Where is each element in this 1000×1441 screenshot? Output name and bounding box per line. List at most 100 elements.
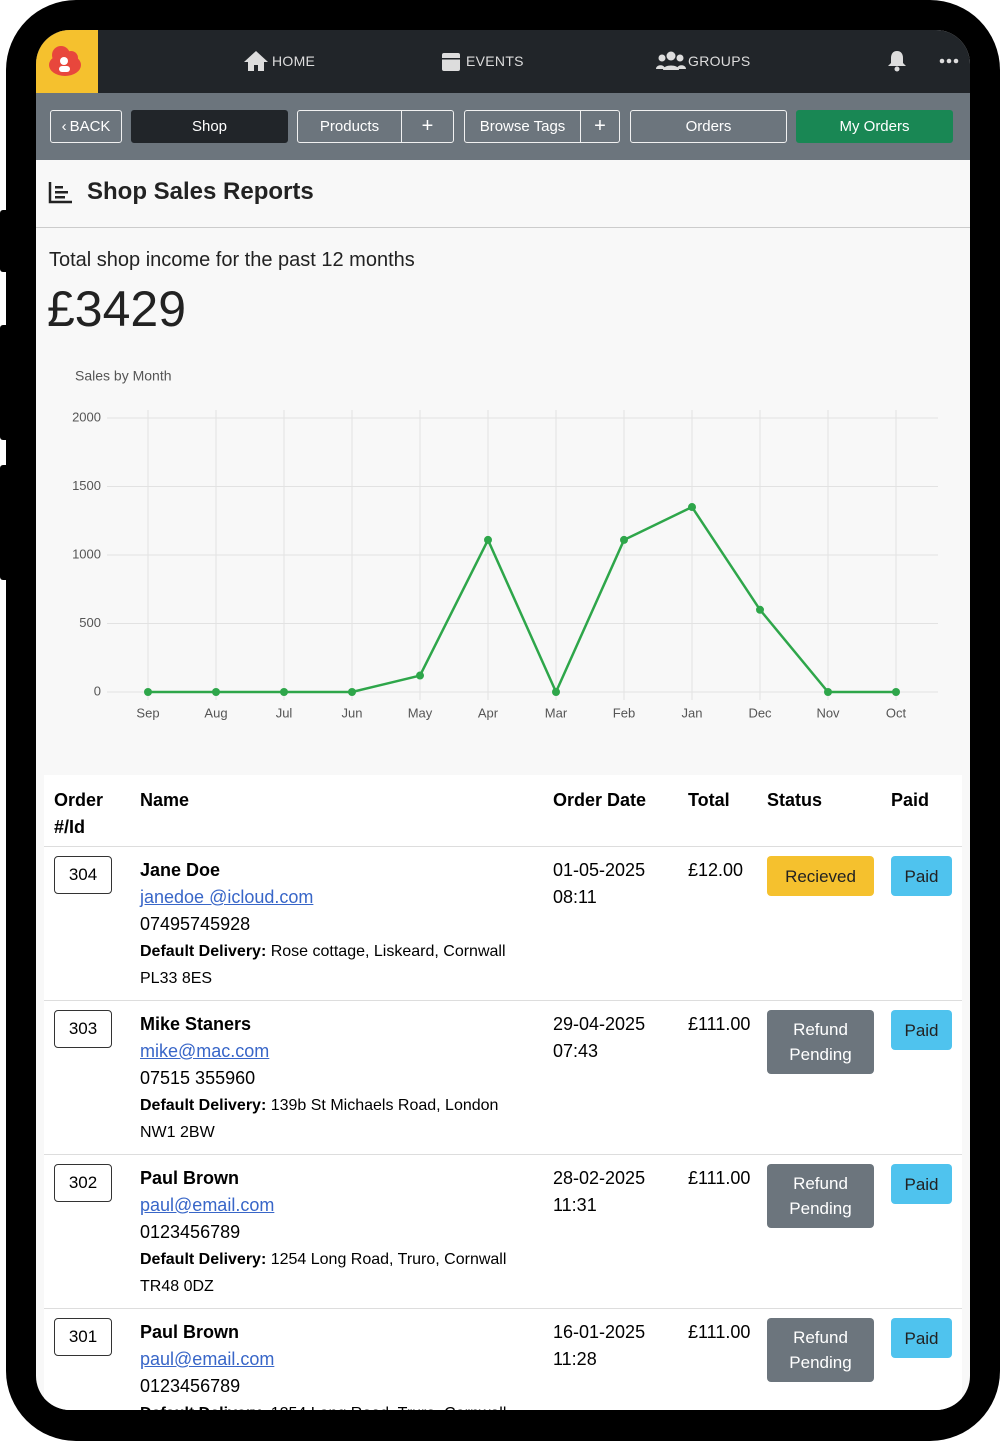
nav-home[interactable]: HOME (272, 53, 316, 69)
x-tick-label: Oct (886, 705, 907, 720)
orders-table: Order #/Id Name Order Date Total Status Paid 3… (44, 775, 962, 1410)
column-header: Order #/Id (54, 790, 104, 837)
back-button[interactable]: ‹ BACK (50, 110, 122, 143)
email-link[interactable]: paul@email.com (140, 1349, 275, 1369)
paid-badge: Paid (891, 1010, 952, 1050)
phone: 0123456789 (140, 1222, 241, 1242)
add-product-button[interactable]: + (401, 110, 454, 143)
phone: 0123456789 (140, 1376, 241, 1396)
x-tick-label: Apr (478, 705, 499, 720)
order-date: 29-04-2025 07:43 (553, 1011, 645, 1065)
total: £111.00 (688, 1168, 751, 1188)
time: 08:11 (553, 887, 597, 907)
y-tick-label: 0 (94, 683, 101, 698)
nav-groups[interactable]: GROUPS (688, 53, 751, 69)
screen: HOME EVENTS GROUPS ‹ BACK Shop Products +… (36, 30, 970, 1410)
email-link[interactable]: janedoe @icloud.com (140, 887, 314, 907)
x-tick-label: May (408, 705, 433, 720)
groups-icon (656, 51, 686, 70)
y-tick-label: 500 (79, 615, 101, 630)
column-header: Name (140, 790, 190, 810)
order-id[interactable]: 302 (54, 1164, 112, 1202)
line (148, 505, 896, 696)
page-title: Shop Sales Reports (87, 178, 314, 205)
nav-events[interactable]: EVENTS (466, 53, 524, 69)
point (484, 535, 492, 544)
phone: 07515 355960 (140, 1068, 256, 1088)
table-row: 303 Mike Staners mike@mac.com 07515 355960 D… (44, 1000, 962, 1154)
delivery-address: 139b St Michaels Road, London (270, 1097, 499, 1114)
date: 28-02-2025 (553, 1168, 646, 1188)
side-button (0, 210, 10, 272)
point (756, 605, 764, 614)
paid-badge: Paid (891, 1164, 952, 1204)
bell-icon[interactable] (887, 50, 907, 72)
point (416, 671, 424, 680)
toolbar: ‹ BACK Shop Products + Browse Tags + Orde… (36, 93, 970, 160)
delivery: Default Delivery: 1254 Long Road, Truro,… (140, 1246, 540, 1273)
divider (36, 227, 970, 228)
point (892, 688, 900, 696)
table-row: 302 Paul Brown paul@email.com 0123456789 Def… (44, 1154, 962, 1308)
chart-title: Sales by Month (75, 368, 172, 384)
order-id[interactable]: 303 (54, 1010, 112, 1048)
paid-badge: Paid (891, 856, 952, 896)
time: 11:28 (553, 1349, 597, 1369)
date: 16-01-2025 (553, 1322, 646, 1342)
phone: 07495745928 (140, 914, 251, 934)
order-id[interactable]: 304 (54, 856, 112, 894)
postcode: NW1 2BW (140, 1124, 215, 1141)
delivery: Default Delivery: 139b St Michaels Road,… (140, 1092, 540, 1119)
postcode: PL33 8ES (140, 970, 213, 987)
order-date: 16-01-2025 11:28 (553, 1319, 645, 1373)
x-tick-label: Jun (342, 705, 363, 720)
email-link[interactable]: paul@email.com (140, 1195, 275, 1215)
status-badge: Refund Pending (767, 1164, 874, 1228)
total: £12.00 (688, 860, 744, 880)
orders-button[interactable]: Orders (630, 110, 787, 143)
email-line: mike@mac.com (140, 1038, 540, 1065)
x-tick-label: Jul (276, 705, 293, 720)
label: BACK (69, 118, 111, 135)
x-tick-label: Feb (613, 705, 635, 720)
shop-button[interactable]: Shop (131, 110, 288, 143)
logo-icon (49, 46, 81, 76)
side-button (0, 325, 10, 440)
browse-tags-button[interactable]: Browse Tags (464, 110, 581, 143)
point (552, 688, 560, 696)
point (688, 503, 696, 512)
email-line: paul@email.com (140, 1346, 540, 1373)
chart: Sales by Month 0 500 1000 1500 2000 Sep Aug Jul… (72, 368, 938, 720)
point (348, 688, 356, 696)
point (824, 688, 832, 696)
y-tick-label: 1500 (72, 478, 101, 493)
status-badge: Refund Pending (767, 1318, 874, 1382)
income-label: Total shop income for the past 12 months (49, 249, 415, 271)
report-icon (48, 182, 72, 204)
column-header: Order Date (553, 790, 647, 810)
status-badge: Recieved (767, 856, 874, 896)
my-orders-button[interactable]: My Orders (796, 110, 953, 143)
order-id[interactable]: 301 (54, 1318, 112, 1356)
paid-badge: Paid (891, 1318, 952, 1358)
x-tick-label: Dec (748, 705, 772, 720)
delivery: Default Delivery: 1254 Long Road, Truro,… (140, 1400, 540, 1410)
delivery-label: Default Delivery: (140, 1405, 266, 1410)
customer: Paul Brown paul@email.com 0123456789 Defaul… (140, 1165, 540, 1300)
products-button[interactable]: Products (297, 110, 402, 143)
nav-bar: HOME EVENTS GROUPS (36, 30, 970, 93)
point (144, 688, 152, 696)
customer: Mike Staners mike@mac.com 07515 355960 Defa… (140, 1011, 540, 1146)
x-tick-label: Sep (136, 705, 159, 720)
order-date: 28-02-2025 11:31 (553, 1165, 645, 1219)
more-icon[interactable] (939, 57, 961, 65)
total: £111.00 (688, 1014, 751, 1034)
logo[interactable] (36, 30, 98, 93)
email-link[interactable]: mike@mac.com (140, 1041, 270, 1061)
y-tick-label: 1000 (72, 546, 101, 561)
customer: Paul Brown paul@email.com 0123456789 Defaul… (140, 1319, 540, 1410)
add-tag-button[interactable]: + (580, 110, 620, 143)
column-header: Total (688, 790, 730, 810)
delivery-label: Default Delivery: (140, 1251, 267, 1268)
